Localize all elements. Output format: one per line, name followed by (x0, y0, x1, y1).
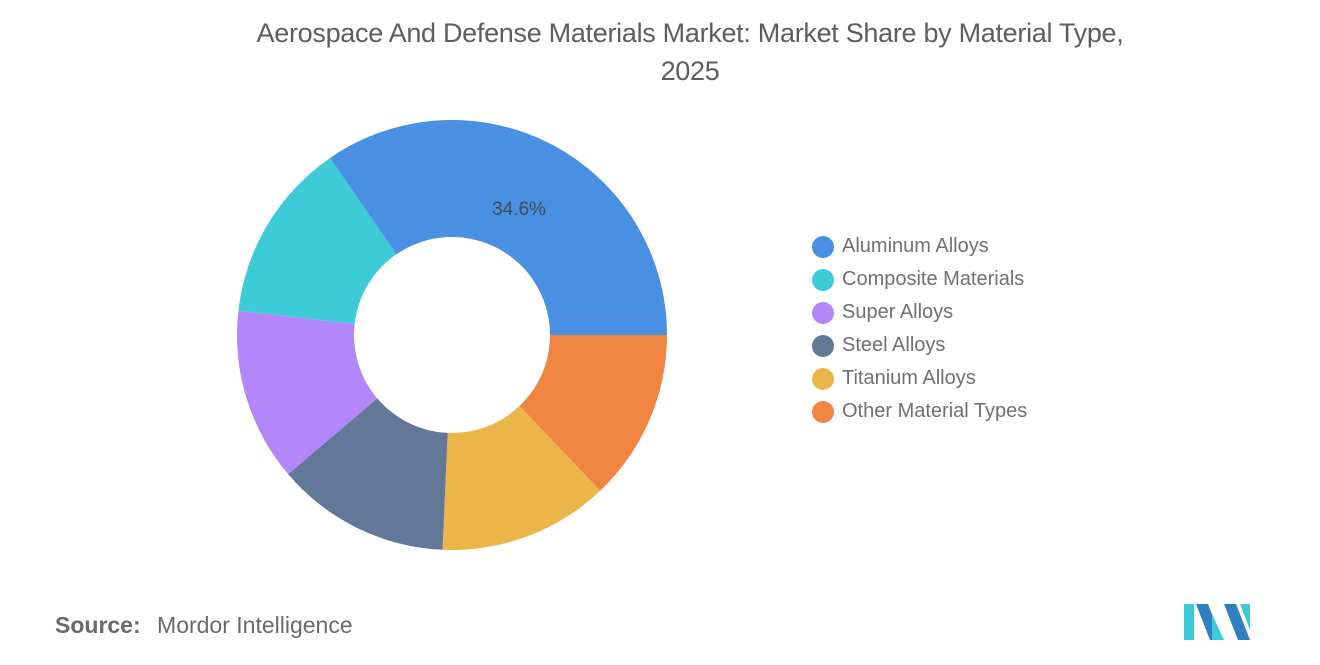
legend-dot-icon (812, 235, 834, 258)
legend-label: Steel Alloys (842, 334, 946, 356)
legend-item-super-alloys[interactable]: Super Alloys (812, 296, 1027, 329)
legend-dot-icon (812, 301, 834, 324)
legend-label: Other Material Types (842, 400, 1028, 422)
slice-aluminum[interactable] (330, 119, 667, 335)
legend-item-composite[interactable]: Composite Materials (812, 263, 1027, 296)
legend: Aluminum Alloys Composite Materials Supe… (812, 230, 1027, 428)
slice-titanium[interactable] (442, 406, 601, 550)
legend-dot-icon (812, 400, 834, 423)
legend-dot-icon (812, 334, 834, 357)
legend-dot-icon (812, 268, 834, 291)
chart-title-line2: 2025 (660, 56, 720, 86)
legend-item-steel[interactable]: Steel Alloys (812, 329, 1027, 362)
legend-dot-icon (812, 367, 834, 390)
source-note: Source: Mordor Intelligence (55, 612, 353, 639)
legend-label: Aluminum Alloys (842, 235, 989, 257)
slice-composite[interactable] (238, 157, 397, 324)
slice-steel[interactable] (288, 398, 448, 550)
legend-item-titanium[interactable]: Titanium Alloys (812, 362, 1027, 395)
source-key: Source: (55, 612, 141, 638)
slice-super-alloys[interactable] (237, 310, 378, 475)
chart-title-line1: Aerospace And Defense Materials Market: … (256, 18, 1124, 48)
legend-item-aluminum[interactable]: Aluminum Alloys (812, 230, 1027, 263)
legend-item-other[interactable]: Other Material Types (812, 395, 1027, 428)
legend-label: Super Alloys (842, 301, 954, 323)
chart-title: Aerospace And Defense Materials Market: … (0, 14, 1320, 90)
mordor-intelligence-logo-icon (1184, 604, 1250, 640)
legend-label: Titanium Alloys (842, 367, 976, 389)
slice-other[interactable] (519, 335, 667, 491)
slice-label-aluminum: 34.6% (492, 199, 546, 220)
legend-label: Composite Materials (842, 268, 1025, 290)
donut-slices (237, 119, 667, 550)
source-value: Mordor Intelligence (157, 612, 353, 638)
